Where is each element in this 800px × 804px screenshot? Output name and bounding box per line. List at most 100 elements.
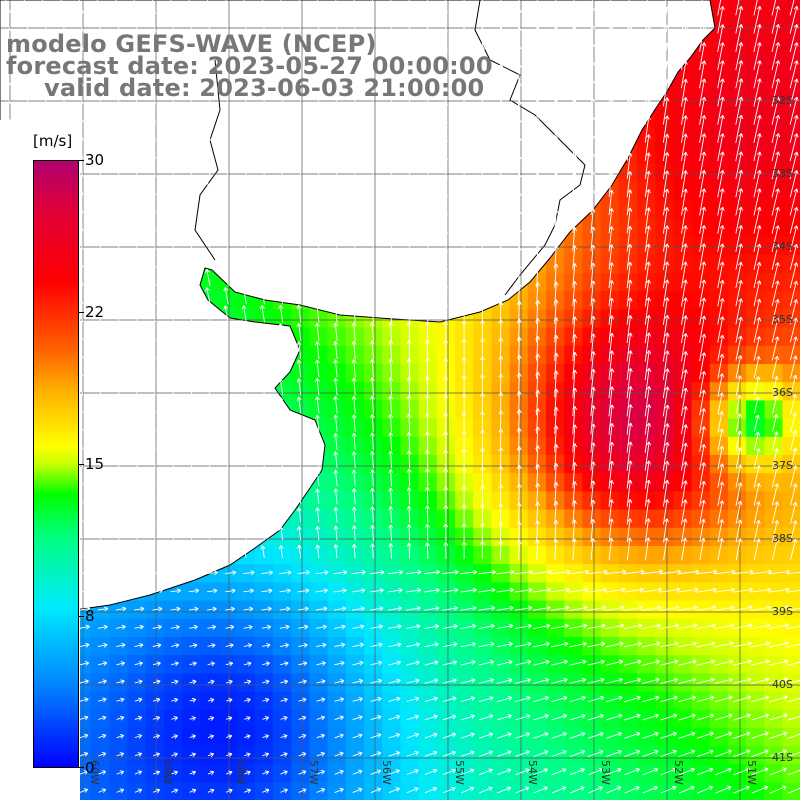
wind-arrow	[681, 225, 688, 252]
wind-arrow	[224, 570, 237, 576]
wind-arrow	[333, 414, 339, 432]
wind-arrow	[131, 86, 138, 105]
wind-arrow	[388, 606, 403, 611]
wind-arrow	[478, 659, 495, 666]
wind-arrow	[259, 84, 266, 105]
wind-arrow	[168, 214, 175, 232]
wind-arrow	[369, 230, 375, 251]
wind-arrow	[388, 714, 401, 721]
wind-arrow	[259, 213, 265, 232]
wind-arrow	[388, 751, 400, 757]
wind-arrow	[113, 306, 120, 323]
wind-arrow	[568, 587, 589, 593]
wind-arrow	[223, 397, 229, 414]
wind-arrow	[605, 587, 626, 593]
wind-arrow	[626, 0, 630, 16]
wind-arrow	[532, 569, 552, 575]
wind-arrow	[168, 397, 175, 414]
wind-arrow	[626, 134, 633, 161]
wind-arrow	[314, 102, 320, 123]
wind-arrow	[424, 284, 430, 305]
wind-arrow	[424, 119, 430, 142]
wind-arrow	[388, 303, 394, 323]
wind-arrow	[461, 174, 467, 197]
wind-arrow	[351, 138, 357, 160]
wind-arrow	[262, 679, 270, 685]
wind-arrow	[606, 749, 622, 757]
wind-arrow	[644, 460, 652, 489]
wind-arrow	[443, 504, 449, 523]
wind-arrow	[677, 605, 698, 611]
wind-arrow	[3, 14, 11, 32]
wind-arrow	[787, 715, 800, 721]
wind-arrow	[115, 0, 120, 14]
wind-arrow	[3, 0, 11, 14]
wind-arrow	[225, 661, 234, 667]
wind-arrow	[662, 386, 670, 417]
wind-arrow	[153, 734, 160, 739]
wind-arrow	[753, 243, 762, 270]
wind-arrow	[535, 520, 541, 542]
wind-arrow	[443, 321, 449, 342]
wind-arrow	[94, 68, 102, 87]
wind-arrow	[478, 714, 494, 721]
wind-arrow	[717, 500, 725, 525]
wind-arrow	[76, 31, 84, 50]
wind-arrow	[94, 86, 102, 105]
wind-arrow	[298, 642, 308, 648]
wind-arrow	[626, 537, 633, 561]
wind-arrow	[205, 489, 211, 504]
wind-arrow	[460, 768, 475, 776]
wind-arrow	[789, 24, 799, 52]
wind-arrow	[644, 189, 651, 216]
wind-arrow	[388, 696, 401, 702]
wind-arrow	[626, 460, 633, 489]
wind-arrow	[461, 393, 467, 415]
wind-arrow	[696, 623, 716, 630]
wind-arrow	[333, 525, 339, 541]
wind-arrow	[754, 414, 760, 432]
wind-arrow	[39, 50, 48, 68]
wind-arrow	[241, 397, 247, 414]
wind-arrow	[113, 104, 120, 123]
wind-arrow	[388, 787, 400, 794]
wind-arrow	[222, 66, 229, 87]
wind-arrow	[496, 623, 514, 630]
wind-arrow	[681, 42, 688, 71]
wind-arrow	[152, 643, 162, 648]
wind-arrow	[442, 678, 457, 684]
wind-arrow	[753, 431, 761, 451]
wind-arrow	[314, 267, 320, 287]
wind-arrow	[207, 679, 215, 685]
wind-arrow	[790, 430, 798, 451]
wind-arrow	[76, 86, 84, 105]
wind-arrow	[461, 320, 467, 342]
wind-arrow	[406, 450, 412, 469]
wind-arrow	[168, 324, 175, 341]
wind-arrow	[787, 697, 800, 703]
wind-arrow	[388, 450, 394, 469]
wind-arrow	[352, 642, 364, 648]
wind-arrow	[186, 250, 193, 268]
wind-arrow	[79, 588, 91, 594]
wind-arrow	[626, 350, 633, 380]
wind-arrow	[732, 587, 754, 593]
wind-arrow	[569, 713, 586, 721]
wind-arrow	[207, 624, 217, 630]
wind-arrow	[717, 6, 725, 34]
wind-arrow	[115, 570, 128, 576]
wind-arrow	[608, 460, 615, 489]
wind-arrow	[553, 317, 559, 343]
wind-arrow	[772, 414, 779, 432]
wind-arrow	[296, 84, 302, 105]
wind-arrow	[768, 587, 790, 593]
wind-arrow	[168, 67, 175, 87]
wind-arrow	[97, 570, 109, 576]
wind-arrow	[226, 752, 233, 758]
wind-arrow	[223, 121, 229, 141]
wind-arrow	[333, 249, 339, 269]
wind-arrow	[681, 60, 688, 89]
wind-arrow	[769, 659, 789, 666]
wind-arrow	[114, 472, 120, 486]
wind-arrow	[351, 175, 357, 196]
